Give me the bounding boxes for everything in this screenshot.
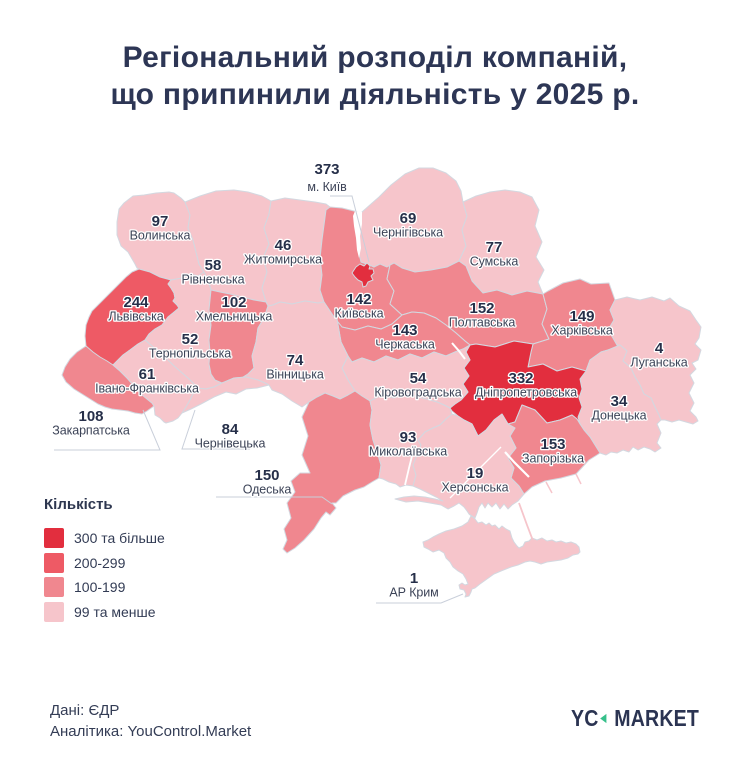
svg-text:Полтавська: Полтавська bbox=[449, 316, 516, 330]
svg-text:152: 152 bbox=[469, 300, 494, 317]
svg-text:149: 149 bbox=[569, 308, 594, 325]
svg-text:153: 153 bbox=[540, 436, 565, 453]
svg-text:Чернівецька: Чернівецька bbox=[195, 437, 266, 451]
svg-text:373: 373 bbox=[314, 161, 339, 178]
svg-text:69: 69 bbox=[400, 210, 417, 227]
svg-text:1: 1 bbox=[410, 570, 418, 587]
svg-text:Миколаївська: Миколаївська bbox=[369, 445, 447, 459]
svg-text:150: 150 bbox=[254, 467, 279, 484]
svg-text:34: 34 bbox=[611, 393, 628, 410]
svg-text:Хмельницька: Хмельницька bbox=[196, 310, 273, 324]
svg-text:Одеська: Одеська bbox=[243, 483, 292, 497]
svg-text:19: 19 bbox=[467, 465, 484, 482]
svg-text:Київська: Київська bbox=[335, 307, 384, 321]
svg-text:Запорізька: Запорізька bbox=[522, 452, 584, 466]
svg-text:Харківська: Харківська bbox=[551, 324, 613, 338]
svg-text:52: 52 bbox=[182, 331, 199, 348]
svg-text:46: 46 bbox=[275, 237, 292, 254]
svg-text:Вінницька: Вінницька bbox=[266, 368, 324, 382]
svg-text:58: 58 bbox=[205, 257, 222, 274]
svg-text:332: 332 bbox=[508, 370, 533, 387]
svg-text:74: 74 bbox=[287, 352, 304, 369]
svg-text:Херсонська: Херсонська bbox=[442, 481, 509, 495]
svg-text:108: 108 bbox=[78, 408, 103, 425]
svg-text:Черкаська: Черкаська bbox=[375, 338, 435, 352]
svg-text:Тернопільська: Тернопільська bbox=[149, 347, 231, 361]
svg-text:61: 61 bbox=[139, 366, 156, 383]
svg-text:244: 244 bbox=[123, 294, 149, 311]
svg-text:93: 93 bbox=[400, 429, 417, 446]
svg-text:Луганська: Луганська bbox=[630, 356, 687, 370]
svg-text:4: 4 bbox=[655, 340, 664, 357]
svg-text:77: 77 bbox=[486, 239, 503, 256]
svg-text:97: 97 bbox=[152, 213, 169, 230]
svg-text:54: 54 bbox=[410, 370, 427, 387]
svg-text:102: 102 bbox=[221, 294, 246, 311]
svg-text:Сумська: Сумська bbox=[470, 255, 519, 269]
svg-text:АР Крим: АР Крим bbox=[389, 586, 438, 600]
svg-text:142: 142 bbox=[346, 291, 371, 308]
svg-text:Кіровоградська: Кіровоградська bbox=[374, 386, 461, 400]
svg-text:Дніпропетровська: Дніпропетровська bbox=[475, 386, 577, 400]
svg-text:84: 84 bbox=[222, 421, 239, 438]
svg-text:Чернігівська: Чернігівська bbox=[373, 226, 443, 240]
svg-text:Волинська: Волинська bbox=[130, 229, 191, 243]
svg-text:м. Київ: м. Київ bbox=[307, 180, 347, 194]
svg-text:Львівська: Львівська bbox=[108, 310, 163, 324]
svg-text:Закарпатська: Закарпатська bbox=[52, 424, 130, 438]
svg-text:Івано-Франківська: Івано-Франківська bbox=[95, 382, 199, 396]
svg-text:Донецька: Донецька bbox=[592, 409, 647, 423]
svg-text:Рівненська: Рівненська bbox=[182, 273, 245, 287]
svg-text:143: 143 bbox=[392, 322, 417, 339]
svg-text:Житомирська: Житомирська bbox=[244, 253, 322, 267]
